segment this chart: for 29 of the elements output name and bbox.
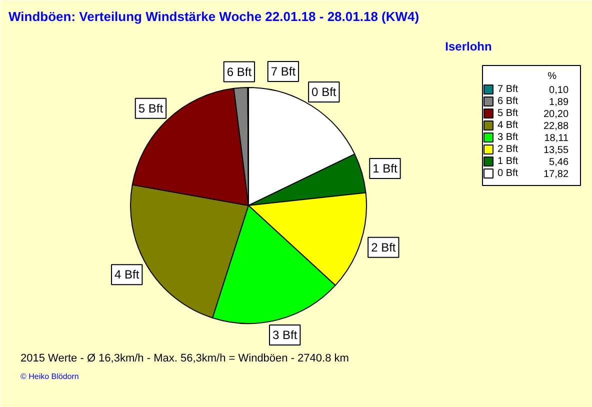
legend-label: 7 Bft (498, 84, 518, 95)
data-label: 13,55 (543, 145, 569, 156)
legend-title: % (548, 71, 557, 82)
legend-label: 2 Bft (498, 144, 518, 155)
slice-label: 1 Bft (372, 162, 398, 176)
slice-label: 3 Bft (272, 328, 298, 342)
text: © Heiko Blödorn (20, 372, 79, 381)
legend-label: 1 Bft (498, 156, 518, 167)
legend-label: 5 Bft (498, 108, 518, 119)
slice-label: 4 Bft (114, 268, 140, 282)
legend-label: 3 Bft (498, 132, 518, 143)
slice-label: 5 Bft (138, 101, 164, 116)
chart-subtitle: Iserlohn (445, 40, 492, 54)
legend-label: 0 Bft (498, 168, 518, 179)
data-label: 22,88 (543, 121, 569, 132)
data-label: 20,20 (543, 109, 569, 120)
data-label: 0,10 (549, 85, 569, 96)
legend-label: 4 Bft (498, 120, 518, 131)
legend-label: 6 Bft (498, 96, 518, 107)
category-label: 7 Bft (270, 64, 296, 78)
data-label: 5,46 (549, 157, 569, 168)
slice-label: 0 Bft (312, 84, 337, 99)
data-label: 18,11 (544, 133, 569, 144)
slice-label: 6 Bft (226, 64, 252, 79)
chart-title: Windböen: Verteilung Windstärke Woche 22.01.18 - 28.01.18 (KW4) (8, 9, 420, 24)
text: 2015 Werte - Ø 16,3km/h - Max. 56,3km/h = Windböen - 2740.8 km (20, 352, 349, 364)
data-label: 17,82 (543, 169, 569, 180)
data-label: 1,89 (549, 97, 569, 108)
slice-label: 2 Bft (371, 240, 396, 254)
